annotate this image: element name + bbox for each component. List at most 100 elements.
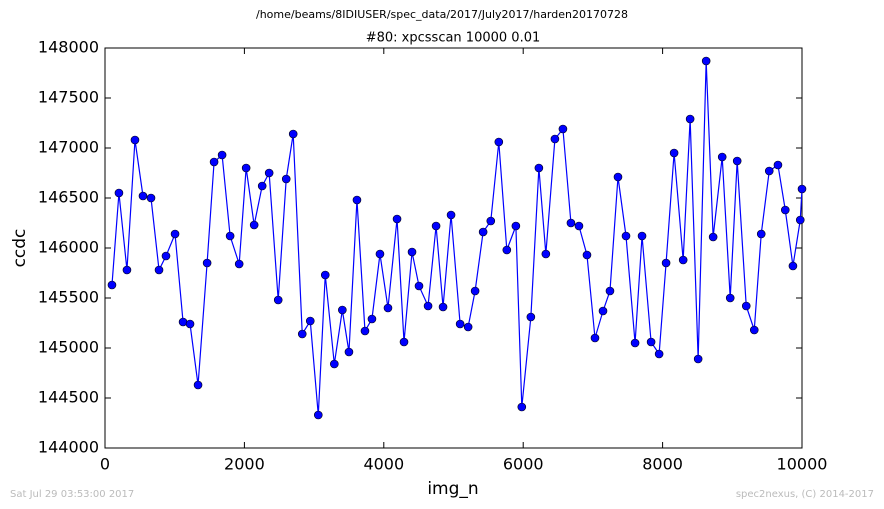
data-point <box>486 216 496 226</box>
data-point <box>375 249 385 259</box>
data-point <box>661 258 671 268</box>
y-tick-label: 147000 <box>38 138 99 157</box>
data-point <box>392 214 402 224</box>
data-point <box>773 160 783 170</box>
data-point <box>202 258 212 268</box>
data-point <box>431 221 441 231</box>
data-point <box>788 261 798 271</box>
data-point <box>193 380 203 390</box>
data-point <box>558 124 568 134</box>
data-point <box>407 247 417 257</box>
data-point <box>517 402 527 412</box>
data-point <box>281 174 291 184</box>
data-point <box>582 250 592 260</box>
data-point <box>288 129 298 139</box>
data-point <box>725 293 735 303</box>
y-tick-label: 146500 <box>38 188 99 207</box>
x-tick-label: 6000 <box>503 455 544 474</box>
y-axis-label: ccdc <box>10 229 30 268</box>
data-point <box>122 265 132 275</box>
footer-left: Sat Jul 29 03:53:00 2017 <box>10 489 134 500</box>
plot-frame <box>104 47 803 449</box>
data-point <box>756 229 766 239</box>
data-point <box>161 251 171 261</box>
y-tick-label: 145000 <box>38 338 99 357</box>
data-point <box>249 220 259 230</box>
data-point <box>764 166 774 176</box>
data-point <box>732 156 742 166</box>
data-point <box>264 168 274 178</box>
data-point <box>741 301 751 311</box>
data-point <box>414 281 424 291</box>
data-point <box>613 172 623 182</box>
y-tick-label: 148000 <box>38 38 99 57</box>
data-point <box>693 354 703 364</box>
data-point <box>502 245 512 255</box>
x-axis-label: img_n <box>427 479 478 499</box>
data-point <box>654 349 664 359</box>
chart-title: #80: xpcsscan 10000 0.01 <box>366 31 541 46</box>
data-point <box>455 319 465 329</box>
data-point <box>669 148 679 158</box>
data-point <box>209 157 219 167</box>
data-point <box>646 337 656 347</box>
data-point <box>463 322 473 332</box>
data-point <box>780 205 790 215</box>
data-point <box>241 163 251 173</box>
data-point <box>685 114 695 124</box>
data-point <box>708 232 718 242</box>
data-point <box>305 316 315 326</box>
x-tick-label: 2000 <box>224 455 265 474</box>
data-point <box>621 231 631 241</box>
data-point <box>605 286 615 296</box>
data-point <box>234 259 244 269</box>
data-point <box>574 221 584 231</box>
data-point <box>590 333 600 343</box>
data-point <box>795 215 805 225</box>
data-point <box>541 249 551 259</box>
data-point <box>511 221 521 231</box>
data-point <box>185 319 195 329</box>
data-point <box>446 210 456 220</box>
data-point <box>367 314 377 324</box>
data-point <box>749 325 759 335</box>
y-tick-label: 144000 <box>38 438 99 457</box>
data-point <box>470 286 480 296</box>
data-point <box>170 229 180 239</box>
y-tick-label: 144500 <box>38 388 99 407</box>
x-tick-label: 8000 <box>642 455 683 474</box>
data-point <box>313 410 323 420</box>
data-point <box>478 227 488 237</box>
data-point <box>526 312 536 322</box>
data-point <box>598 306 608 316</box>
data-point <box>494 137 504 147</box>
data-point <box>217 150 227 160</box>
data-point <box>146 193 156 203</box>
data-point <box>273 295 283 305</box>
data-point <box>297 329 307 339</box>
data-point <box>360 326 370 336</box>
data-point <box>154 265 164 275</box>
data-point <box>338 305 347 315</box>
data-point <box>423 301 433 311</box>
x-tick-label: 0 <box>100 455 110 474</box>
data-point <box>566 218 576 228</box>
data-point <box>225 231 235 241</box>
data-point <box>438 302 448 312</box>
data-point <box>383 303 393 313</box>
data-point <box>257 181 267 191</box>
data-point <box>320 270 330 280</box>
data-point <box>107 280 117 290</box>
data-point <box>534 163 544 173</box>
data-point <box>114 188 124 198</box>
y-tick-label: 146000 <box>38 238 99 257</box>
y-tick-label: 147500 <box>38 88 99 107</box>
x-tick-label: 10000 <box>777 455 828 474</box>
data-point <box>138 191 148 201</box>
data-point <box>352 195 362 205</box>
data-point <box>701 56 711 66</box>
data-point <box>637 231 647 241</box>
footer-right: spec2nexus, (C) 2014-2017 <box>736 489 874 500</box>
